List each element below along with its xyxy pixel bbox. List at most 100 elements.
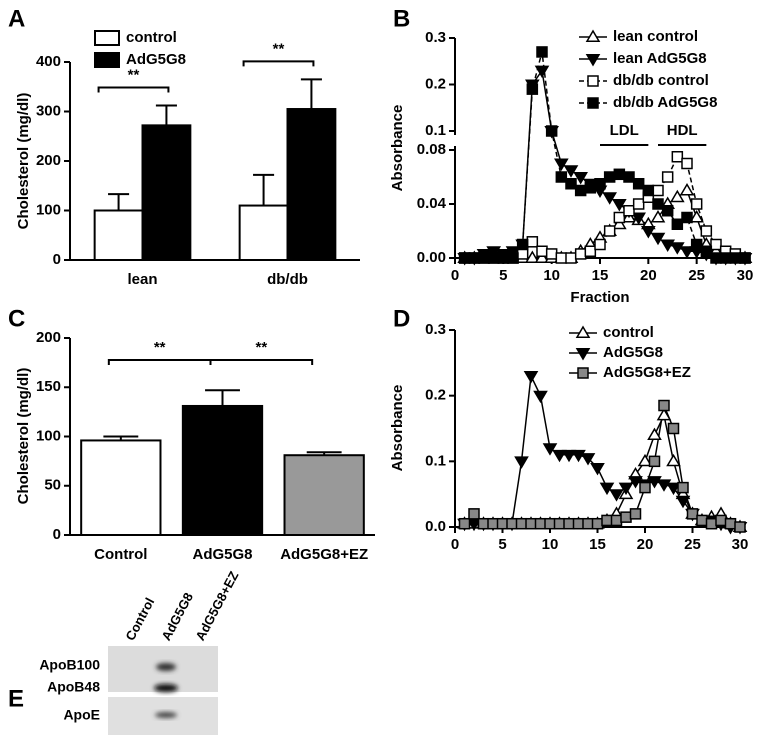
y-tick-label: 100 — [36, 427, 61, 444]
y-tick-label: 0.00 — [417, 249, 446, 266]
data-point — [505, 246, 521, 259]
data-point — [565, 178, 577, 190]
y-tick-label: 300 — [36, 102, 61, 119]
panel-letter: E — [8, 685, 24, 712]
x-tick-label: db/db — [267, 271, 308, 288]
x-tick-label: 30 — [732, 536, 749, 553]
data-point — [666, 482, 681, 496]
data-point — [545, 248, 558, 260]
data-point — [572, 517, 585, 530]
data-point — [545, 125, 558, 137]
data-point — [656, 407, 672, 421]
legend-marker — [585, 54, 601, 67]
data-point — [477, 517, 490, 530]
data-point — [652, 184, 664, 197]
data-point — [602, 192, 617, 205]
x-tick-label: 0 — [451, 536, 459, 553]
data-point — [594, 178, 606, 190]
significance-bracket — [209, 359, 314, 365]
data-point — [515, 517, 528, 530]
data-point — [724, 517, 737, 530]
bar — [80, 439, 162, 536]
significance-label: ** — [255, 339, 267, 356]
x-tick-label: 20 — [640, 267, 657, 284]
legend-label: lean control — [613, 28, 698, 45]
data-point — [675, 495, 691, 509]
data-point — [601, 514, 613, 527]
data-point — [574, 248, 587, 260]
data-point — [523, 371, 539, 384]
y-tick-label: 0.0 — [425, 518, 446, 535]
band-label: ApoE — [63, 707, 100, 723]
data-point — [468, 508, 480, 520]
data-point — [650, 210, 666, 223]
data-point — [536, 245, 548, 257]
legend-label: AdG5G8 — [126, 51, 186, 68]
data-point — [506, 517, 518, 530]
x-tick-label: 25 — [688, 267, 705, 284]
significance-label: ** — [273, 40, 285, 57]
panel-letter: B — [393, 5, 410, 32]
y-tick-label: 0.1 — [425, 452, 446, 469]
y-axis-title: Cholesterol (mg/dl) — [15, 368, 32, 505]
data-point — [667, 422, 680, 435]
data-point — [715, 514, 727, 527]
bar — [283, 454, 365, 536]
data-point — [613, 168, 626, 181]
x-tick-label: 10 — [542, 536, 559, 553]
data-point — [544, 517, 556, 530]
data-point — [468, 252, 481, 264]
data-point — [563, 517, 575, 530]
x-tick-label: lean — [127, 271, 157, 288]
blot-band — [156, 663, 176, 671]
data-point — [632, 178, 645, 190]
data-point — [555, 171, 568, 183]
legend-marker — [577, 367, 589, 379]
band-label: ApoB100 — [39, 657, 100, 673]
y-tick-label: 0.2 — [425, 75, 446, 92]
x-tick-label: 10 — [543, 267, 560, 284]
x-tick-label: 5 — [499, 267, 507, 284]
data-point — [641, 226, 656, 239]
data-point — [563, 165, 579, 178]
data-point — [536, 46, 548, 58]
data-point — [613, 211, 626, 224]
bar — [93, 209, 144, 261]
data-point — [650, 232, 666, 246]
legend-label: db/db control — [613, 72, 709, 89]
y-tick-label: 0.2 — [425, 387, 446, 404]
blot-band — [155, 712, 177, 718]
data-point — [609, 489, 624, 502]
x-tick-label: 15 — [589, 536, 606, 553]
data-point — [478, 252, 490, 264]
data-point — [679, 183, 695, 196]
legend-label: db/db AdG5G8 — [613, 94, 717, 111]
x-axis-title: Fraction — [570, 289, 629, 306]
lane-label: AdG5G8 — [158, 590, 196, 643]
x-tick-label: AdG5G8 — [192, 546, 252, 563]
data-point — [534, 65, 550, 79]
y-tick-label: 0.3 — [425, 29, 446, 46]
data-point — [681, 157, 693, 170]
data-point — [584, 245, 597, 257]
y-tick-label: 0.3 — [425, 321, 446, 338]
x-tick-label: 25 — [684, 536, 701, 553]
y-tick-label: 150 — [36, 378, 61, 395]
bar — [238, 204, 289, 262]
data-point — [679, 246, 695, 259]
data-point — [525, 250, 540, 263]
bar — [286, 108, 337, 262]
data-point — [671, 218, 684, 230]
legend-marker — [587, 97, 599, 109]
lane-label: AdG5G8+EZ — [192, 569, 241, 643]
data-point — [671, 151, 684, 163]
legend-swatch — [94, 52, 120, 68]
data-point — [661, 205, 674, 217]
data-point — [612, 216, 627, 230]
data-point — [670, 242, 685, 255]
data-point — [729, 252, 742, 264]
data-point — [629, 508, 642, 520]
data-point — [574, 184, 587, 197]
data-point — [670, 189, 685, 203]
significance-bracket — [242, 60, 315, 67]
